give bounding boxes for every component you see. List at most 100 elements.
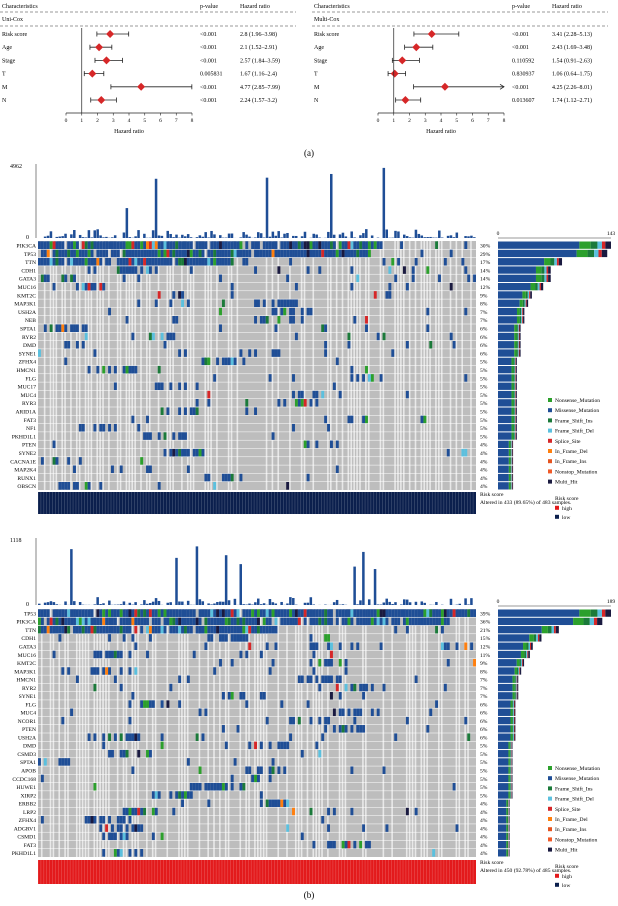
mutation-cell bbox=[178, 257, 182, 266]
gene-freq-segment bbox=[515, 415, 516, 424]
mutation-cell bbox=[221, 241, 225, 249]
mutation-cell bbox=[178, 432, 182, 440]
mutation-cell bbox=[271, 625, 275, 634]
mutation-cell bbox=[38, 609, 41, 617]
tmb-bar bbox=[306, 602, 310, 605]
legend-swatch bbox=[548, 776, 552, 781]
gene-freq-segment bbox=[539, 634, 542, 642]
tmb-bar bbox=[414, 229, 418, 238]
mutation-cell bbox=[242, 609, 246, 617]
gene-freq-segment bbox=[510, 440, 512, 448]
mutation-cell bbox=[286, 299, 290, 308]
mutation-cell bbox=[435, 609, 439, 617]
x-tick-label: 5 bbox=[143, 118, 146, 124]
mutation-cell bbox=[461, 448, 465, 457]
mutation-cell bbox=[111, 824, 114, 832]
percentage-label: 30% bbox=[480, 243, 491, 249]
gene-freq-segment bbox=[498, 482, 509, 490]
mutation-cell bbox=[181, 249, 184, 258]
tmb-bar bbox=[233, 598, 237, 605]
mutation-cell bbox=[87, 249, 91, 258]
mutation-cell bbox=[160, 609, 164, 617]
mutation-cell bbox=[385, 824, 389, 832]
mutation-cell bbox=[335, 440, 339, 449]
gene-freq-segment bbox=[514, 700, 516, 708]
mutation-cell bbox=[163, 340, 167, 349]
tmb-bar bbox=[280, 237, 283, 238]
percentage-label: 5% bbox=[480, 793, 488, 799]
mutation-cell bbox=[75, 249, 79, 258]
mutation-cell bbox=[78, 609, 82, 617]
gene-freq-segment bbox=[510, 750, 512, 758]
mutation-cell bbox=[210, 782, 214, 791]
gene-label: MAP3K1 bbox=[14, 302, 36, 308]
forest-row-pvalue: <0.001 bbox=[200, 58, 217, 64]
legend-label: Nonsense_Mutation bbox=[555, 398, 600, 404]
mutation-cell bbox=[178, 241, 182, 249]
mutation-cell bbox=[365, 365, 368, 374]
mutation-cell bbox=[178, 407, 182, 415]
mutation-cell bbox=[73, 241, 76, 249]
gene-freq-segment bbox=[512, 716, 514, 725]
mutation-cell bbox=[356, 642, 360, 651]
mutation-cell bbox=[108, 609, 111, 617]
mutation-cell bbox=[449, 282, 453, 291]
mutation-cell bbox=[99, 249, 103, 258]
gene-freq-segment bbox=[598, 249, 602, 258]
mutation-cell bbox=[61, 274, 65, 283]
mutation-cell bbox=[73, 617, 76, 626]
gene-freq-segment bbox=[510, 733, 513, 741]
mutation-cell bbox=[338, 241, 342, 249]
percentage-label: 7% bbox=[480, 678, 488, 684]
gene-freq-segment bbox=[513, 366, 515, 374]
mutation-cell bbox=[186, 625, 190, 634]
gene-freq-segment bbox=[498, 700, 511, 708]
mutation-cell bbox=[344, 241, 348, 249]
gene-freq-segment bbox=[556, 258, 559, 266]
mutation-cell bbox=[64, 249, 68, 258]
mutation-cell bbox=[184, 448, 187, 457]
forest-row-hr-text: 1.06 (0.64–1.75) bbox=[552, 71, 592, 78]
gene-freq-segment bbox=[498, 766, 509, 774]
mutation-cell bbox=[318, 749, 322, 758]
mutation-cell bbox=[102, 241, 106, 249]
mutation-cell bbox=[414, 617, 418, 626]
mutation-cell bbox=[344, 683, 348, 692]
legend-swatch bbox=[548, 766, 552, 770]
gene-freq-segment bbox=[516, 683, 518, 692]
mutation-cell bbox=[335, 675, 339, 684]
mutation-cell bbox=[362, 415, 366, 424]
mutation-cell bbox=[204, 642, 208, 651]
gene-freq-segment bbox=[531, 642, 533, 650]
mutation-cell bbox=[128, 617, 132, 626]
tmb-bar bbox=[137, 230, 140, 238]
percentage-label: 5% bbox=[480, 777, 488, 783]
legend-risk-label: low bbox=[562, 515, 571, 521]
gene-freq-segment bbox=[498, 249, 577, 258]
gene-freq-segment bbox=[510, 473, 512, 482]
gene-freq-segment bbox=[508, 440, 511, 448]
mutation-cell bbox=[122, 609, 126, 617]
mutation-cell bbox=[449, 609, 453, 617]
mutation-cell bbox=[134, 807, 138, 816]
mutation-cell bbox=[58, 634, 62, 642]
mutation-cell bbox=[347, 609, 351, 617]
mutation-cell bbox=[105, 667, 109, 675]
mutation-cell bbox=[213, 257, 217, 266]
tmb-bar bbox=[181, 601, 184, 605]
mutation-cell bbox=[134, 609, 138, 617]
gene-freq-segment bbox=[515, 390, 516, 399]
mutation-cell bbox=[280, 299, 284, 308]
mutation-cell bbox=[195, 625, 199, 634]
mutation-cell bbox=[268, 249, 272, 258]
mutation-cell bbox=[309, 617, 313, 626]
tmb-bar bbox=[262, 603, 266, 605]
mutation-cell bbox=[102, 849, 106, 857]
mutation-cell bbox=[335, 465, 339, 474]
mutation-cell bbox=[315, 609, 319, 617]
mutation-cell bbox=[137, 749, 141, 758]
gene-freq-segment bbox=[509, 791, 511, 799]
mutation-cell bbox=[122, 832, 126, 841]
mutation-cell bbox=[157, 625, 161, 634]
mutation-cell bbox=[154, 299, 158, 308]
